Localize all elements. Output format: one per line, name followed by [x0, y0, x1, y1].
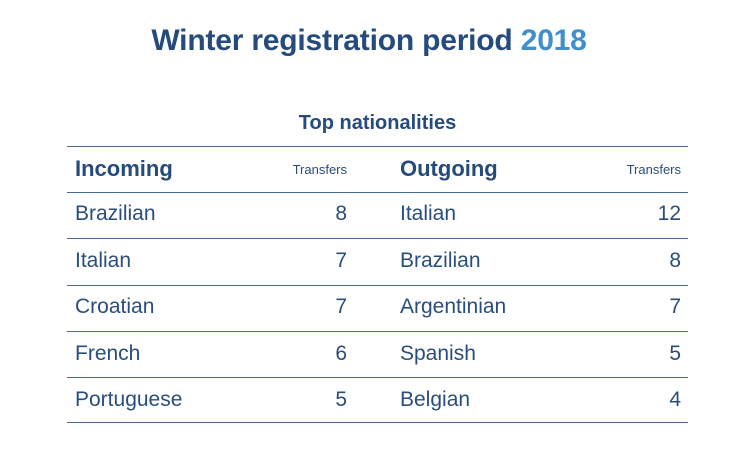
- outgoing-transfer-count: 4: [669, 388, 681, 411]
- outgoing-transfer-count: 7: [669, 295, 681, 318]
- outgoing-nationality: Argentinian: [400, 295, 507, 318]
- incoming-nationality: Brazilian: [75, 202, 156, 225]
- incoming-transfer-count: 6: [335, 342, 347, 365]
- incoming-transfer-count: 7: [335, 295, 347, 318]
- outgoing-nationality: Italian: [400, 202, 457, 225]
- page-title: Winter registration period 2018: [0, 24, 738, 58]
- incoming-transfers-header: Transfers: [292, 162, 347, 177]
- incoming-nationality: Italian: [75, 249, 132, 272]
- outgoing-transfers-header: Transfers: [626, 162, 681, 177]
- table-bottom-rule: [67, 422, 688, 423]
- incoming-header: Incoming: [75, 156, 173, 181]
- title-year: 2018: [520, 24, 587, 57]
- row-divider: [67, 331, 688, 332]
- row-divider: [67, 238, 688, 239]
- table-subtitle: Top nationalities: [298, 112, 457, 134]
- outgoing-header: Outgoing: [400, 156, 498, 181]
- incoming-transfer-count: 7: [335, 249, 347, 272]
- row-divider: [67, 377, 688, 378]
- outgoing-transfer-count: 5: [669, 342, 681, 365]
- row-divider: [67, 285, 688, 286]
- incoming-nationality: French: [75, 342, 141, 365]
- incoming-nationality: Portuguese: [75, 388, 183, 411]
- incoming-nationality: Croatian: [75, 295, 155, 318]
- incoming-transfer-count: 5: [335, 388, 347, 411]
- outgoing-nationality: Brazilian: [400, 249, 481, 272]
- incoming-transfer-count: 8: [335, 202, 347, 225]
- outgoing-nationality: Belgian: [400, 388, 471, 411]
- header-rule: [67, 192, 688, 193]
- table-top-rule: [67, 146, 688, 147]
- outgoing-nationality: Spanish: [400, 342, 476, 365]
- outgoing-transfer-count: 12: [657, 202, 681, 225]
- outgoing-transfer-count: 8: [669, 249, 681, 272]
- title-text: Winter registration period: [151, 24, 513, 57]
